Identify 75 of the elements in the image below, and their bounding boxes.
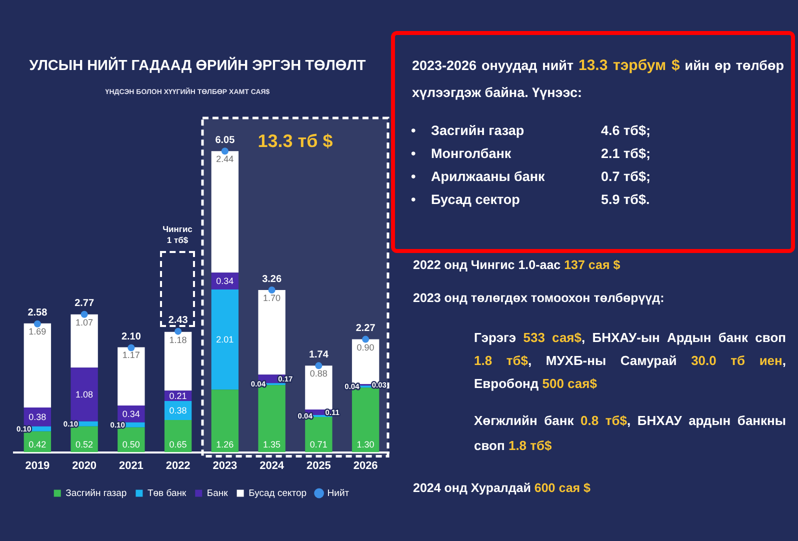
bar — [258, 385, 286, 452]
bar — [70, 426, 98, 452]
point — [174, 328, 182, 335]
data-label: 0.52 — [76, 439, 94, 450]
data-label: 0.65 — [169, 439, 187, 450]
data-label: 2.10 — [121, 332, 142, 343]
text: Хөгжлийн банк 0.8 тб$, БНХАУ ардын банкны своп 1.8 тб$ — [474, 413, 786, 453]
x-tick-label: 2019 — [25, 460, 50, 472]
x-tick-label: 2023 — [212, 460, 238, 472]
data-label: 1.69 — [28, 326, 46, 336]
bar — [211, 290, 239, 390]
data-label: 0.50 — [122, 439, 140, 450]
data-label: 2.01 — [216, 334, 234, 345]
legend-label: Засгийн газар — [66, 488, 127, 499]
data-label: 2.43 — [168, 315, 188, 326]
point — [221, 148, 228, 155]
point — [362, 336, 370, 343]
data-label: 0.21 — [169, 390, 187, 401]
data-label: 0.88 — [310, 368, 328, 379]
x-tick-label: 2025 — [306, 460, 331, 472]
legend-label: Банк — [206, 488, 229, 499]
point — [34, 320, 41, 328]
x-tick-label: 2021 — [118, 460, 144, 472]
text: Гэрэгэ 533 сая$, БНХАУ-ын Ардын банк своп 1.8 тб$, МУХБ-ны Самурай 30.0 тб иен, Евробонд 500 сая$ — [474, 330, 786, 391]
x-tick-label: 2026 — [353, 460, 378, 472]
x-tick-label: 2024 — [260, 460, 285, 472]
data-label: 0.34 — [216, 276, 234, 286]
legend-label: Бусад сектор — [248, 488, 307, 499]
data-label: 3.26 — [262, 274, 282, 285]
data-label: 0.38 — [169, 405, 187, 416]
data-label: 0.38 — [28, 412, 46, 422]
data-label: 0.90 — [356, 342, 374, 352]
data-label: 0.34 — [122, 408, 140, 419]
legend-label: Нийт — [327, 488, 350, 499]
bar — [70, 368, 98, 422]
data-label: 1.74 — [308, 349, 329, 360]
text: УЛСЫН НИЙТ ГАДААД ӨРИЙН ЭРГЭН ТӨЛӨЛТ — [28, 58, 367, 74]
bar — [352, 388, 380, 452]
highlight-frame: • Засгийн газар 4.6 тб$; • Монголбанк 2.1 тб$; • Арилжааны банк 0.7 тб$; • Бусад сектор 5.9 тб$. 2023-2026 онуудад нийт 13.3 тэрбум $ ийн өр төлбөр хүлээгдэж байна. Үүнээс: — [391, 31, 795, 253]
point — [128, 344, 135, 352]
data-label: 0.42 — [28, 439, 46, 450]
data-label: 1.18 — [169, 334, 187, 345]
data-label: 1.26 — [216, 439, 234, 450]
data-label: 0.71 — [310, 439, 328, 450]
point — [80, 310, 88, 318]
annotation: Чингис 1 тб$ — [162, 224, 194, 246]
text: 2024 онд Хуралдай 600 сая $ — [413, 480, 592, 497]
bar — [118, 347, 145, 406]
point — [315, 362, 322, 370]
data-label: 1.70 — [263, 293, 281, 303]
legend-label: Төв банк — [147, 488, 187, 499]
point — [268, 286, 276, 294]
text: 2022 онд Чингис 1.0-аас 137 сая $ — [413, 257, 622, 274]
bar — [305, 366, 332, 410]
data-label: 1.17 — [122, 350, 140, 360]
data-label: 2.44 — [216, 154, 234, 164]
bar — [164, 332, 192, 391]
data-label: 1.08 — [76, 390, 94, 400]
bar — [258, 290, 286, 375]
bar — [211, 151, 239, 273]
bar — [164, 420, 192, 452]
data-label: 2.27 — [356, 323, 376, 334]
bar — [24, 323, 52, 408]
x-tick-label: 2022 — [166, 460, 190, 472]
data-label: 1.30 — [356, 439, 374, 450]
data-label: 1.07 — [76, 317, 94, 328]
text: 2023 онд төлөгдөх томоохон төлбөрүүд: — [413, 290, 666, 307]
data-label: 6.05 — [215, 134, 236, 146]
data-label: 2.77 — [74, 298, 94, 310]
bar — [211, 390, 239, 452]
data-label: 2.58 — [28, 308, 48, 319]
bar — [70, 314, 98, 368]
band-label: 13.3 тб $ — [258, 130, 333, 151]
x-tick-label: 2020 — [72, 460, 97, 472]
data-label: 1.35 — [263, 439, 281, 450]
